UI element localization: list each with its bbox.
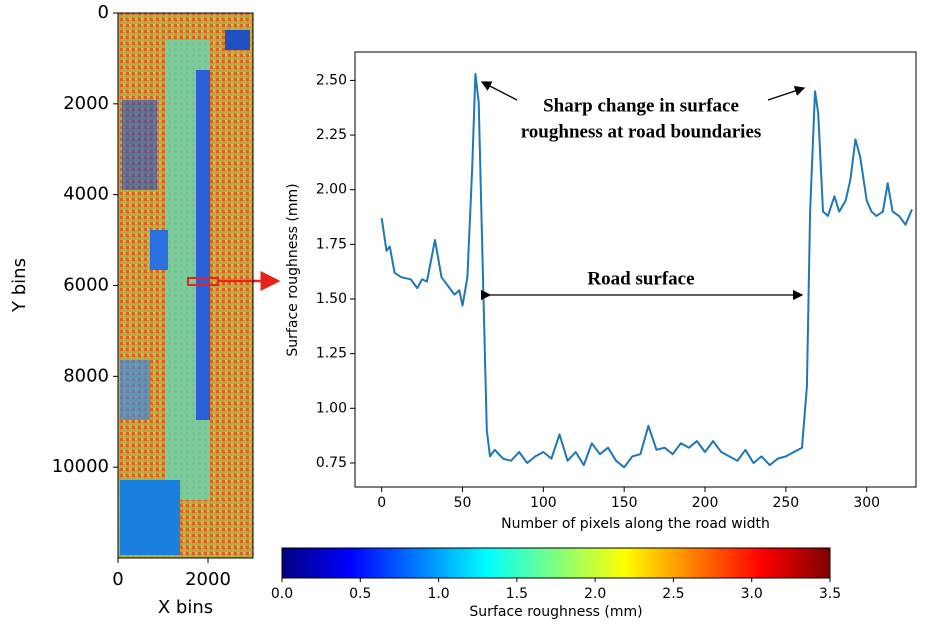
y-axis-label: Surface roughness (mm): [285, 183, 301, 356]
y-tick-label: 1.50: [316, 291, 347, 307]
x-axis-label: Number of pixels along the road width: [501, 516, 770, 532]
y-axis-label: Y bins: [9, 258, 30, 313]
colorbar: [281, 547, 831, 579]
colorbar-tick-label: 1.0: [427, 586, 449, 602]
y-tick-label: 1.75: [316, 236, 347, 252]
colorbar-tick-label: 1.5: [506, 586, 528, 602]
x-tick-label: 300: [853, 495, 880, 511]
annotation: roughness at road boundaries: [521, 121, 762, 142]
y-tick-label: 2.00: [316, 182, 347, 198]
x-tick-label: 250: [772, 495, 799, 511]
y-tick-label: 0.75: [316, 455, 347, 471]
annotation-arrow: [480, 81, 518, 101]
annotation: Sharp change in surface: [543, 95, 739, 116]
y-tick-label: 6000: [63, 275, 109, 296]
colorbar-tick-label: 2.5: [662, 586, 684, 602]
x-tick-label: 50: [454, 495, 472, 511]
x-tick-label: 2000: [185, 569, 231, 590]
y-tick-label: 0: [98, 2, 109, 23]
colorbar-tick-label: 0.0: [271, 586, 293, 602]
x-tick-label: 0: [112, 569, 123, 590]
y-tick-label: 2000: [63, 93, 109, 114]
colorbar-label: Surface roughness (mm): [469, 604, 642, 620]
x-tick-label: 0: [377, 495, 386, 511]
axes-frame: [354, 51, 917, 488]
heatmap-image: [118, 13, 281, 558]
y-tick-label: 4000: [63, 184, 109, 205]
y-tick-label: 1.00: [316, 400, 347, 416]
annotation-arrow: [767, 85, 806, 101]
colorbar-tick-label: 3.0: [741, 586, 763, 602]
y-tick-label: 10000: [52, 456, 109, 477]
x-tick-label: 200: [692, 495, 719, 511]
x-tick-label: 150: [611, 495, 638, 511]
y-tick-label: 8000: [63, 365, 109, 386]
y-tick-label: 2.50: [316, 72, 347, 88]
y-tick-label: 2.25: [316, 127, 347, 143]
x-tick-label: 100: [530, 495, 557, 511]
colorbar-tick-label: 0.5: [349, 586, 371, 602]
x-axis-label: X bins: [158, 597, 213, 618]
colorbar-tick-label: 3.5: [819, 586, 841, 602]
colorbar-tick-label: 2.0: [584, 586, 606, 602]
annotation: Road surface: [587, 268, 694, 289]
data-line: [380, 72, 913, 469]
y-tick-label: 1.25: [316, 346, 347, 362]
